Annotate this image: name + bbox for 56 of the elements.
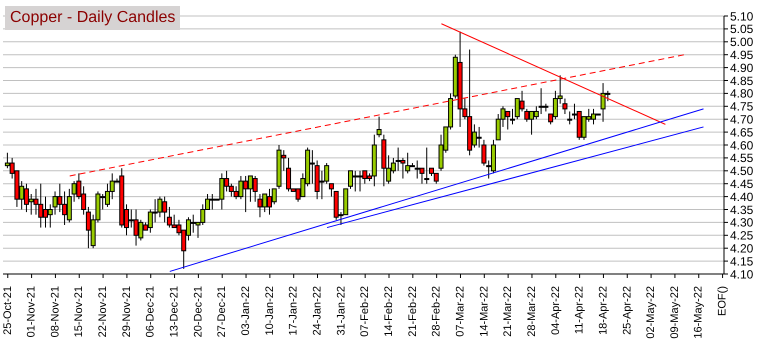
y-tick-label: 4.65 — [730, 125, 754, 140]
x-tick-label: 27-Dec-21 — [216, 286, 228, 338]
x-tick-label: 10-Jan-22 — [264, 286, 276, 336]
x-tick-label: 07-Feb-22 — [359, 286, 372, 337]
y-tick-label: 4.50 — [730, 164, 754, 178]
x-tick-label: 14-Feb-22 — [382, 286, 395, 337]
x-tick-label: 15-Nov-21 — [73, 286, 86, 338]
x-tick-label: 06-Dec-21 — [144, 286, 157, 338]
y-tick-label: 5.00 — [730, 35, 754, 50]
x-tick-label: 18-Apr-22 — [597, 286, 610, 335]
x-tick-label: 04-Apr-22 — [550, 286, 562, 335]
y-tick-label: 4.60 — [730, 138, 754, 152]
x-tick-label: 25-Apr-22 — [621, 286, 634, 335]
y-tick-label: 4.40 — [730, 190, 754, 204]
x-tick-label: 24-Jan-22 — [312, 286, 324, 336]
x-tick-label: 21-Feb-22 — [406, 286, 419, 337]
x-tick-label: EOF() — [716, 286, 729, 316]
y-tick-label: 4.45 — [730, 176, 754, 191]
x-tick-label: 16-May-22 — [692, 286, 705, 339]
y-tick-label: 4.30 — [730, 216, 754, 230]
candlestick — [567, 110, 572, 125]
y-tick-label: 4.90 — [730, 60, 754, 75]
candlestick — [510, 108, 516, 125]
x-tick-label: 14-Mar-22 — [478, 286, 490, 337]
y-tick-label: 5.05 — [730, 22, 754, 36]
x-tick-label: 07-Mar-22 — [454, 286, 466, 337]
x-tick-label: 01-Nov-21 — [26, 286, 38, 338]
y-tick-label: 4.35 — [730, 202, 754, 217]
y-tick-label: 4.15 — [730, 254, 754, 268]
x-tick-label: 02-May-22 — [645, 286, 658, 339]
x-tick-label: 21-Mar-22 — [502, 286, 514, 337]
y-tick-label: 4.55 — [730, 151, 754, 166]
x-tick-label: 31-Jan-22 — [335, 286, 348, 336]
y-tick-label: 4.20 — [730, 241, 754, 256]
chart-title: Copper - Daily Candles — [5, 6, 180, 30]
y-tick-label: 4.10 — [730, 267, 754, 282]
y-tick-label: 4.75 — [730, 100, 754, 114]
x-tick-label: 09-May-22 — [668, 286, 681, 339]
x-tick-label: 08-Nov-21 — [49, 286, 62, 338]
x-tick-label: 11-Apr-22 — [574, 286, 586, 334]
x-tick-label: 20-Dec-21 — [192, 286, 204, 338]
candlestick — [562, 98, 568, 115]
x-tick-label: 22-Nov-21 — [97, 286, 110, 338]
x-tick-label: 13-Dec-21 — [168, 286, 181, 338]
x-tick-label: 28-Mar-22 — [526, 286, 538, 337]
y-tick-label: 5.10 — [730, 9, 754, 24]
y-tick-label: 4.80 — [730, 86, 754, 101]
y-tick-label: 4.70 — [730, 112, 754, 126]
x-tick-label: 29-Nov-21 — [120, 286, 133, 338]
y-tick-label: 4.25 — [730, 228, 754, 243]
x-tick-label: 28-Feb-22 — [430, 286, 443, 337]
x-tick-label: 25-Oct-21 — [2, 286, 14, 335]
x-tick-label: 17-Jan-22 — [288, 286, 300, 336]
y-tick-label: 4.95 — [730, 48, 754, 62]
y-tick-label: 4.85 — [730, 74, 754, 88]
x-tick-label: 03-Jan-22 — [240, 286, 252, 336]
